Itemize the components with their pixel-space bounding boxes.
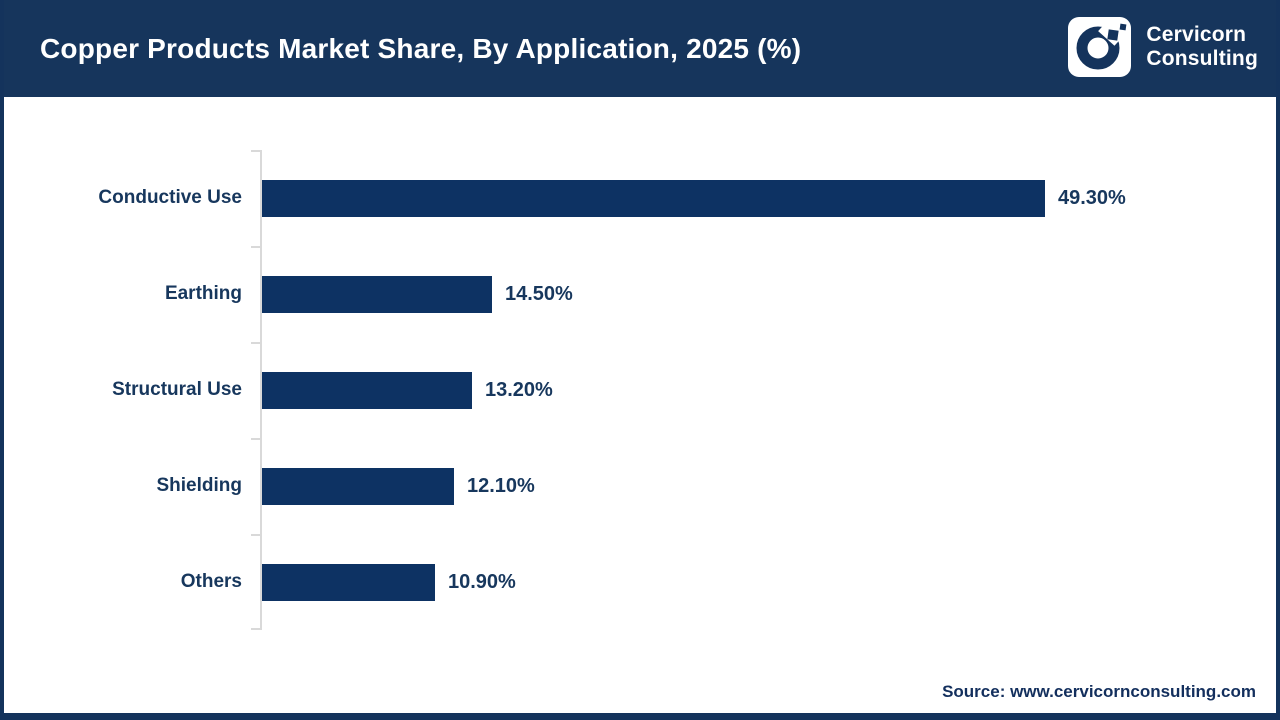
bar-row: Others 10.90% xyxy=(4,534,1276,630)
axis-tick xyxy=(251,438,260,440)
category-label: Others xyxy=(180,571,242,592)
bar-earthing xyxy=(262,275,492,313)
bar-row: Structural Use 13.20% xyxy=(4,342,1276,438)
brand-name-line2: Consulting xyxy=(1146,47,1258,70)
plot-area: Conductive Use 49.30% Earthing 14.50% Struct… xyxy=(4,150,1276,630)
bar-conductive-use xyxy=(262,179,1045,217)
bar-shielding xyxy=(262,467,454,505)
axis-tick xyxy=(251,246,260,248)
axis-tick xyxy=(251,150,260,152)
brand-logo: Cervicorn Consulting xyxy=(1068,17,1258,77)
bar-structural-use xyxy=(262,371,472,409)
value-label: 12.10% xyxy=(467,474,535,497)
value-label: 14.50% xyxy=(505,282,573,305)
brand-name-line1: Cervicorn xyxy=(1146,22,1247,46)
bar-row: Shielding 12.10% xyxy=(4,438,1276,534)
bar-row: Conductive Use 49.30% xyxy=(4,150,1276,246)
category-label: Earthing xyxy=(164,283,242,304)
page-title: Copper Products Market Share, By Applica… xyxy=(40,32,802,64)
cervicorn-logo-icon xyxy=(1068,17,1132,77)
axis-tick xyxy=(251,342,260,344)
y-axis-line xyxy=(260,150,262,630)
bar-others xyxy=(262,563,435,601)
brand-name: Cervicorn Consulting xyxy=(1146,23,1258,71)
axis-tick xyxy=(251,534,260,536)
header-banner: Copper Products Market Share, By Applica… xyxy=(4,0,1276,97)
value-label: 10.90% xyxy=(448,570,516,593)
value-label: 13.20% xyxy=(485,378,553,401)
axis-tick xyxy=(251,628,260,630)
value-label: 49.30% xyxy=(1058,186,1126,209)
category-label: Structural Use xyxy=(112,379,242,400)
category-label: Shielding xyxy=(156,475,243,496)
source-note: Source: www.cervicornconsulting.com xyxy=(942,682,1256,701)
bar-row: Earthing 14.50% xyxy=(4,246,1276,342)
category-label: Conductive Use xyxy=(98,187,242,208)
